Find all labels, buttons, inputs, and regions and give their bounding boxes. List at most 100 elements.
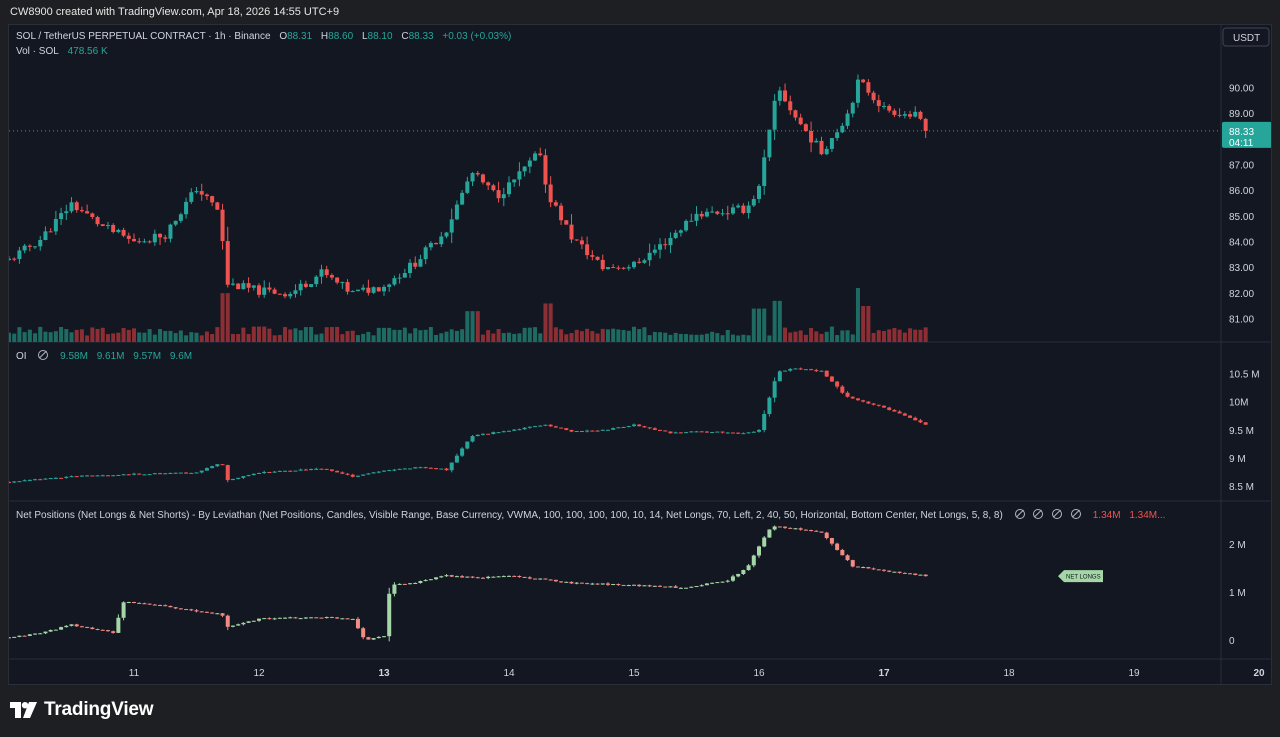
net-positions-label[interactable]: Net Positions (Net Longs & Net Shorts) -… xyxy=(16,510,1003,521)
visibility-icon[interactable] xyxy=(1033,509,1044,519)
volume-bar xyxy=(413,328,418,342)
oi-candle xyxy=(267,471,272,473)
price-candle xyxy=(673,232,678,238)
net-candle xyxy=(173,607,178,609)
volume-bar xyxy=(48,332,53,342)
currency-label: USDT xyxy=(1233,33,1260,44)
net-candle xyxy=(397,583,402,585)
volume-label[interactable]: Vol · SOL xyxy=(16,46,59,57)
oi-candle xyxy=(788,369,793,371)
symbol-label[interactable]: SOL / TetherUS PERPETUAL CONTRACT · 1h ·… xyxy=(16,31,271,42)
price-candle xyxy=(585,244,590,256)
volume-bar xyxy=(892,328,897,342)
oi-candle xyxy=(861,400,866,402)
oi-label[interactable]: OI xyxy=(16,351,27,362)
chart-frame[interactable]: 90.0089.0088.0087.0086.0085.0084.0083.00… xyxy=(8,24,1272,685)
close-value: 88.33 xyxy=(408,31,434,42)
price-candle xyxy=(303,283,308,287)
net-candle xyxy=(585,583,590,585)
volume-bar xyxy=(225,293,230,342)
price-candle xyxy=(684,220,689,231)
net-candle xyxy=(262,618,267,620)
volume-bar xyxy=(767,335,772,342)
oi-candle xyxy=(189,472,194,474)
oi-candle xyxy=(340,472,345,474)
oi-candle xyxy=(9,482,11,484)
price-candle xyxy=(90,213,95,217)
net-candle xyxy=(43,631,48,634)
chart-svg[interactable]: 90.0089.0088.0087.0086.0085.0084.0083.00… xyxy=(9,25,1272,685)
net-candle xyxy=(371,638,376,640)
time-tick-label: 14 xyxy=(503,668,515,679)
volume-bar xyxy=(152,334,157,342)
oi-candle xyxy=(152,473,157,475)
net-candle xyxy=(413,582,418,584)
oi-candle xyxy=(111,475,116,477)
currency-button[interactable] xyxy=(1222,27,1270,47)
tradingview-logo[interactable]: TradingView xyxy=(10,699,154,721)
net-candle xyxy=(90,627,95,630)
oi-candle xyxy=(241,476,246,478)
price-candle xyxy=(158,233,163,238)
volume-bar xyxy=(684,333,689,342)
price-candle xyxy=(236,283,241,290)
price-candle xyxy=(163,237,168,239)
oi-tick-label: 9 M xyxy=(1229,454,1246,465)
price-candle xyxy=(517,171,522,180)
net-candle xyxy=(69,624,74,626)
volume-bar xyxy=(663,332,668,342)
price-candle xyxy=(392,278,397,285)
oi-candle xyxy=(74,476,79,478)
net-candle xyxy=(298,618,303,620)
volume-bar xyxy=(241,327,246,342)
price-tick-label: 82.00 xyxy=(1229,289,1254,300)
oi-candle xyxy=(913,417,918,421)
price-candle xyxy=(783,90,788,102)
net-candle xyxy=(465,576,470,578)
volume-bar xyxy=(173,333,178,342)
oi-candle xyxy=(569,429,574,432)
volume-bar xyxy=(350,330,355,342)
volume-bar xyxy=(314,334,319,342)
price-candle xyxy=(335,277,340,283)
volume-bar xyxy=(689,334,694,342)
volume-bar xyxy=(376,327,381,342)
oi-candle xyxy=(585,430,590,432)
oi-candle xyxy=(527,426,532,428)
oi-candle xyxy=(314,468,319,470)
net-candle xyxy=(845,555,850,561)
price-candle xyxy=(283,294,288,297)
oi-candle xyxy=(757,430,761,432)
oi-candle xyxy=(574,431,579,433)
oi-candle xyxy=(840,386,845,393)
net-candle xyxy=(303,617,308,619)
visibility-icon[interactable] xyxy=(1014,509,1025,519)
oi-candle xyxy=(871,403,876,405)
price-candle xyxy=(913,111,918,117)
oi-candle xyxy=(309,469,314,471)
oi-candle xyxy=(329,469,334,471)
last-price-tag[interactable] xyxy=(1222,121,1272,148)
volume-bar xyxy=(418,330,423,342)
oi-candle xyxy=(355,475,360,477)
volume-bar xyxy=(642,327,647,342)
visibility-icon[interactable] xyxy=(38,350,49,360)
net-candle xyxy=(501,576,506,578)
visibility-icon[interactable] xyxy=(1070,509,1081,519)
oi-candle xyxy=(382,470,386,472)
net-candle xyxy=(564,581,569,583)
price-candle xyxy=(621,267,626,269)
price-candle xyxy=(402,273,407,278)
price-candle xyxy=(908,114,913,117)
price-candle xyxy=(595,256,600,260)
volume-bar xyxy=(772,300,777,342)
oi-candle xyxy=(897,411,902,414)
volume-bar xyxy=(439,333,444,342)
time-tick-label: 12 xyxy=(253,668,265,679)
open-label: O xyxy=(279,31,288,42)
visibility-icon[interactable] xyxy=(1052,509,1063,519)
volume-bar xyxy=(918,329,923,342)
oi-candle xyxy=(522,427,527,430)
oi-candle xyxy=(882,405,886,408)
price-candle xyxy=(79,210,84,212)
